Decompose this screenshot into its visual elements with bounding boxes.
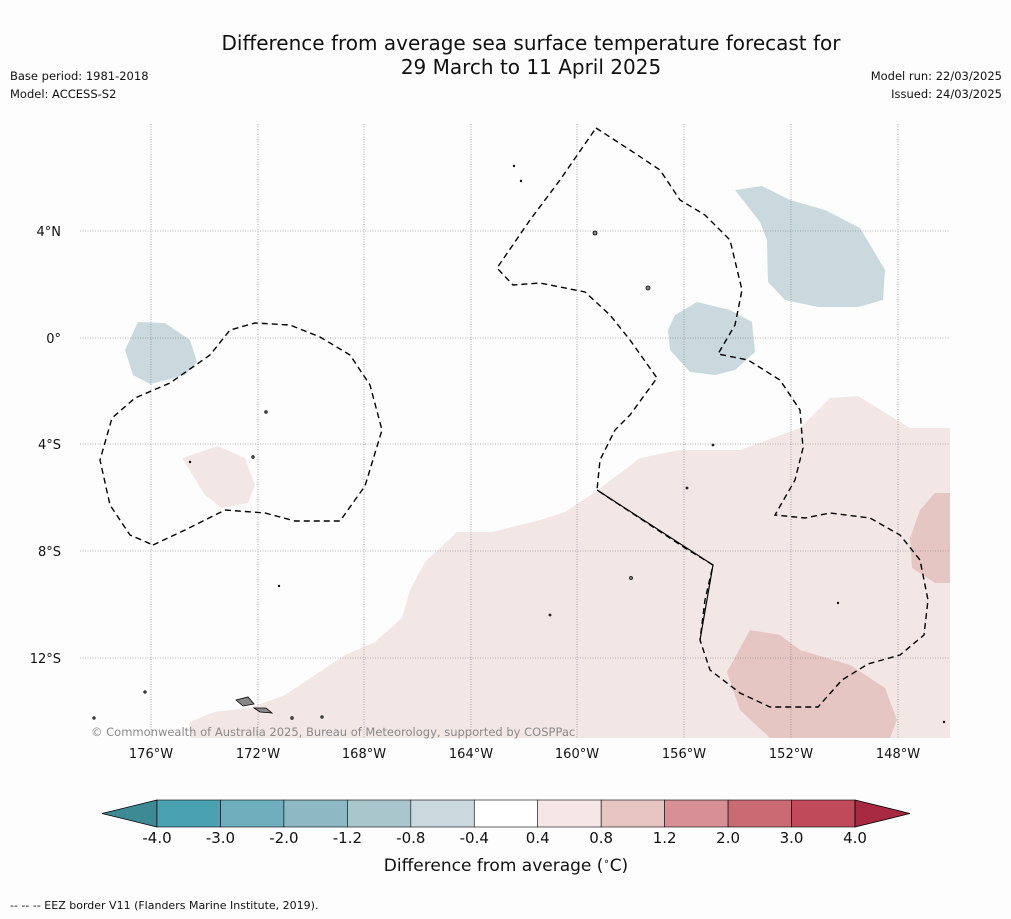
atoll — [277, 584, 281, 588]
lon-label: 168°W — [342, 747, 386, 762]
colorbar-tick-label: 0.4 — [525, 829, 550, 847]
lat-label: 0° — [46, 332, 61, 347]
colorbar-tick-label: 1.2 — [652, 829, 677, 847]
warm-anomaly-patch-east — [910, 493, 950, 583]
lat-label: 8°S — [38, 545, 61, 560]
lon-label: 152°W — [769, 747, 813, 762]
atoll — [512, 164, 516, 168]
base-period-text: Base period: 1981-2018 — [10, 69, 149, 83]
colorbar — [101, 799, 911, 828]
eez-borders — [99, 127, 929, 708]
model-run-text: Model run: 22/03/2025 — [870, 69, 1002, 83]
longitude-labels: 176°W 172°W 168°W 164°W 160°W 156°W 152°… — [129, 747, 920, 762]
colorbar-tick-label: -1.2 — [332, 829, 362, 847]
atoll — [143, 690, 147, 694]
cool-anomaly-patch-center — [668, 302, 755, 375]
colorbar-bin — [473, 799, 539, 828]
colorbar-bin — [537, 799, 602, 828]
colorbar-bin — [410, 799, 475, 828]
atoll — [264, 410, 268, 414]
colorbar-bin — [727, 799, 792, 828]
samoa-island-east — [252, 707, 274, 714]
atoll — [629, 576, 633, 580]
atoll — [188, 460, 192, 464]
colorbar-bin — [664, 799, 729, 828]
atoll — [942, 720, 946, 724]
atoll — [519, 179, 523, 183]
chart-title: Difference from average sea surface temp… — [0, 31, 1011, 79]
lat-label: 4°S — [38, 438, 61, 453]
colorbar-tick-label: -2.0 — [269, 829, 299, 847]
atoll — [685, 486, 689, 490]
eez-border-tokelau — [99, 322, 383, 546]
title-line-2: 29 March to 11 April 2025 — [400, 55, 662, 79]
lat-label: 12°S — [30, 652, 61, 667]
lon-label: 172°W — [236, 747, 280, 762]
colorbar-bin — [156, 799, 221, 828]
samoa-island — [235, 696, 255, 707]
colorbar-bin — [600, 799, 665, 828]
map-area — [125, 186, 950, 738]
eez-border-solid-segment — [596, 489, 714, 641]
lon-label: 176°W — [129, 747, 173, 762]
atoll — [548, 613, 552, 617]
lat-label: 4°N — [37, 225, 62, 240]
atoll — [592, 230, 598, 236]
warm-anomaly-patch-south-east — [727, 630, 897, 738]
atoll — [836, 601, 840, 605]
atoll — [251, 455, 255, 459]
colorbar-tick-label: -4.0 — [142, 829, 172, 847]
colorbar-bin — [347, 799, 412, 828]
warm-anomaly-patch-west — [182, 446, 255, 508]
colorbar-label-unit: C) — [609, 856, 629, 876]
colorbar-extend-low — [101, 799, 158, 828]
colorbar-tick-label: -3.0 — [205, 829, 236, 847]
lon-label: 164°W — [449, 747, 493, 762]
colorbar-bin — [283, 799, 348, 828]
lon-label: 148°W — [876, 747, 920, 762]
lon-label: 160°W — [555, 747, 599, 762]
latitude-labels: 4°N 0° 4°S 8°S 12°S — [30, 225, 61, 667]
model-text: Model: ACCESS-S2 — [10, 87, 117, 101]
colorbar-label-degree: ∘ — [603, 856, 610, 868]
colorbar-tick-label: 2.0 — [716, 829, 741, 847]
cool-anomaly-patch-north-east — [735, 186, 885, 307]
colorbar-tick-label: 0.8 — [589, 829, 614, 847]
atoll — [92, 716, 96, 720]
colorbar-bin — [220, 799, 285, 828]
colorbar-tick-label: -0.4 — [459, 829, 489, 847]
issued-text: Issued: 24/03/2025 — [891, 87, 1002, 101]
colorbar-tick-label: 4.0 — [843, 829, 867, 847]
colorbar-label: Difference from average (∘C) — [0, 856, 1011, 876]
meta-right: Model run: 22/03/2025 Issued: 24/03/2025 — [871, 67, 1002, 103]
atoll — [320, 715, 324, 719]
title-line-1: Difference from average sea surface temp… — [221, 31, 841, 55]
graticule — [80, 124, 950, 738]
atoll — [645, 285, 651, 291]
copyright-text: © Commonwealth of Australia 2025, Bureau… — [91, 725, 575, 739]
colorbar-label-prefix: Difference from average ( — [383, 856, 604, 876]
eez-footnote: -- -- -- EEZ border V11 (Flanders Marine… — [10, 899, 319, 912]
lon-label: 156°W — [662, 747, 706, 762]
colorbar-extend-high — [854, 799, 911, 828]
atoll — [711, 443, 715, 447]
atoll — [290, 716, 294, 720]
islands — [92, 164, 946, 724]
colorbar-tick-label: 3.0 — [779, 829, 804, 847]
meta-left: Base period: 1981-2018 Model: ACCESS-S2 — [10, 67, 149, 103]
cool-anomaly-patch-west — [125, 322, 197, 384]
colorbar-tick-label: -0.8 — [396, 829, 426, 847]
colorbar-bin — [791, 799, 856, 828]
